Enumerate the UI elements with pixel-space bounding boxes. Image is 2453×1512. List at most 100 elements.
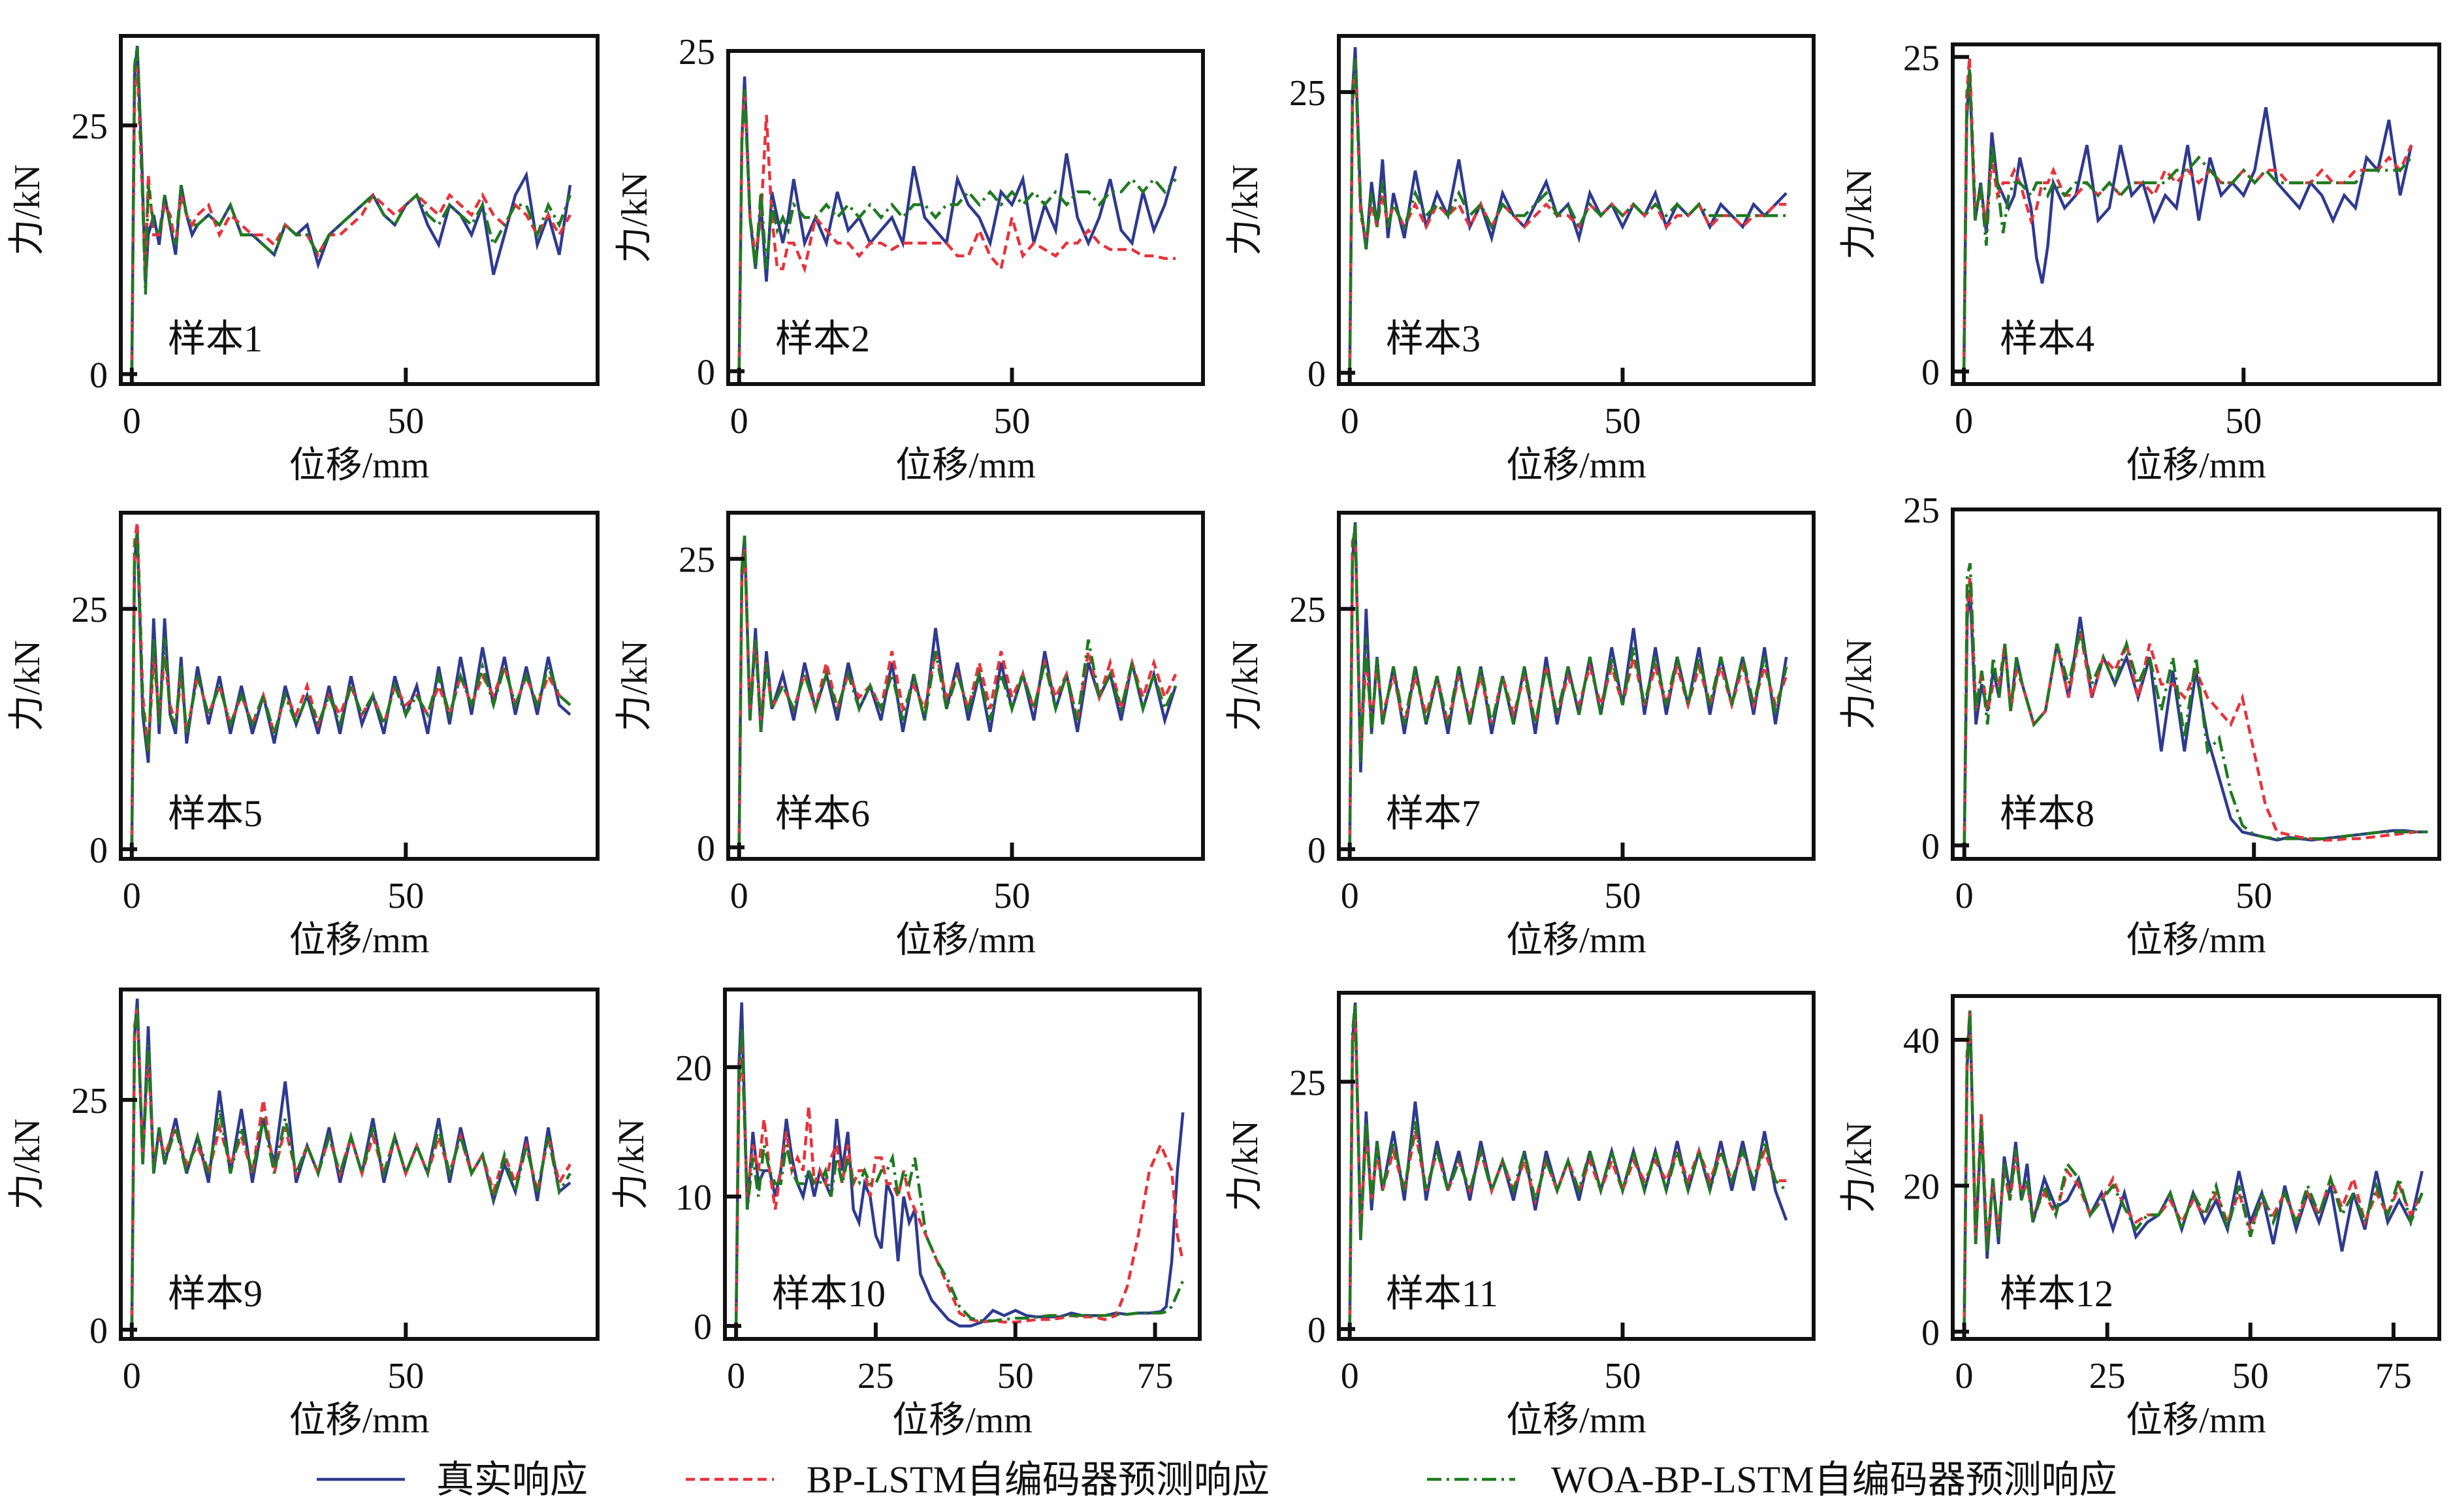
x-axis-label: 位移/mm	[1506, 445, 1646, 486]
x-axis-label: 位移/mm	[289, 1400, 430, 1441]
sample-label: 样本3	[1386, 317, 1481, 360]
y-tick-label: 0	[1921, 353, 1940, 393]
plot-frame	[119, 511, 600, 861]
y-axis-label: 力/kN	[1225, 165, 1266, 256]
y-tick-label: 0	[1307, 354, 1326, 394]
x-tick-label: 50	[387, 401, 424, 442]
x-tick-label: 0	[1341, 401, 1359, 442]
x-tick-label: 0	[123, 401, 141, 442]
legend: 真实响应 BP-LSTM自编码器预测响应 WOA-BP-LSTM自编码器预测响应	[317, 1458, 2117, 1501]
y-tick-label: 25	[71, 1081, 108, 1121]
panel-12: 0 20 40 0 25 50 75 位移/mm 力/kN 样本12	[1839, 994, 2441, 1441]
series-woa-line	[734, 1028, 1185, 1327]
y-tick-label: 0	[1921, 826, 1940, 867]
plot-frame	[1337, 511, 1816, 861]
x-tick-label: 50	[2236, 876, 2272, 916]
x-tick-label: 0	[1341, 1356, 1359, 1396]
series-woa-line	[1348, 1002, 1788, 1329]
series-woa-line	[1963, 562, 2428, 846]
y-tick-label: 25	[679, 32, 715, 72]
x-tick-label: 0	[730, 876, 748, 916]
plot-frame	[119, 988, 600, 1341]
x-axis-label: 位移/mm	[289, 445, 430, 486]
series-bp-line	[1348, 58, 1787, 373]
x-tick-label: 0	[1955, 876, 1974, 916]
y-axis-label: 力/kN	[615, 640, 655, 732]
y-axis-label: 力/kN	[7, 1119, 48, 1210]
x-axis-label: 位移/mm	[892, 1400, 1033, 1441]
plot-frame	[726, 49, 1205, 386]
x-tick-label: 0	[123, 1356, 141, 1396]
sample-label: 样本5	[168, 792, 263, 835]
series-bp-line	[1963, 576, 2428, 846]
y-tick-label: 0	[694, 1307, 712, 1347]
plot-frame	[1337, 991, 1816, 1341]
y-tick-label: 25	[1903, 38, 1940, 78]
x-tick-label: 0	[1955, 1356, 1974, 1396]
x-tick-label: 25	[858, 1356, 894, 1396]
sample-label: 样本1	[168, 317, 263, 360]
series-woa-line	[130, 532, 571, 850]
series-bp-line	[1348, 531, 1788, 850]
series-woa-line	[130, 1007, 571, 1330]
x-tick-label: 0	[1341, 876, 1359, 916]
x-tick-label: 50	[2225, 401, 2262, 442]
x-tick-label: 50	[1605, 401, 1641, 442]
y-tick-label: 0	[89, 830, 108, 871]
sample-label: 样本6	[775, 792, 870, 835]
y-tick-label: 0	[89, 1311, 108, 1351]
x-tick-label: 75	[1137, 1356, 1174, 1396]
x-tick-label: 50	[997, 1356, 1034, 1396]
x-tick-label: 0	[727, 1356, 745, 1396]
sample-label: 样本8	[2000, 792, 2094, 835]
series-woa-line	[1348, 58, 1787, 373]
y-tick-label: 25	[1289, 1063, 1326, 1103]
x-tick-label: 50	[994, 401, 1031, 442]
y-axis-label: 力/kN	[1225, 1120, 1266, 1212]
x-tick-label: 50	[2232, 1356, 2269, 1396]
series-woa-line	[130, 45, 572, 374]
y-tick-label: 25	[71, 106, 108, 147]
y-tick-label: 0	[89, 355, 108, 396]
y-axis-label: 力/kN	[1839, 639, 1880, 730]
y-tick-label: 0	[1921, 1313, 1940, 1353]
series-bp-line	[737, 89, 1176, 372]
x-tick-label: 0	[730, 401, 748, 442]
plot-frame	[1951, 994, 2441, 1341]
x-axis-label: 位移/mm	[895, 445, 1036, 486]
y-tick-label: 0	[1307, 830, 1326, 871]
x-axis-label: 位移/mm	[1506, 1400, 1646, 1441]
legend-label-bp: BP-LSTM自编码器预测响应	[807, 1458, 1270, 1501]
x-axis-label: 位移/mm	[289, 920, 430, 961]
y-tick-label: 25	[679, 540, 715, 581]
series-woa-line	[1963, 1010, 2424, 1332]
x-tick-label: 0	[1955, 401, 1973, 442]
y-axis-label: 力/kN	[7, 165, 48, 256]
plot-frame	[723, 988, 1202, 1341]
series-woa-line	[737, 89, 1177, 372]
x-tick-label: 50	[387, 1356, 424, 1396]
y-axis-label: 力/kN	[615, 172, 655, 263]
x-tick-label: 50	[1605, 1356, 1641, 1396]
legend-label-woa: WOA-BP-LSTM自编码器预测响应	[1551, 1458, 2117, 1501]
legend-label-real: 真实响应	[436, 1458, 588, 1501]
x-tick-label: 50	[994, 876, 1031, 916]
sample-label: 样本10	[772, 1272, 886, 1315]
plot-frame	[1951, 507, 2441, 861]
y-axis-label: 力/kN	[611, 1119, 652, 1210]
y-axis-label: 力/kN	[1225, 640, 1266, 732]
series-woa-line	[737, 536, 1178, 848]
x-axis-label: 位移/mm	[2126, 445, 2266, 486]
series-woa-line	[1962, 69, 2413, 372]
series-real-line	[737, 76, 1178, 372]
